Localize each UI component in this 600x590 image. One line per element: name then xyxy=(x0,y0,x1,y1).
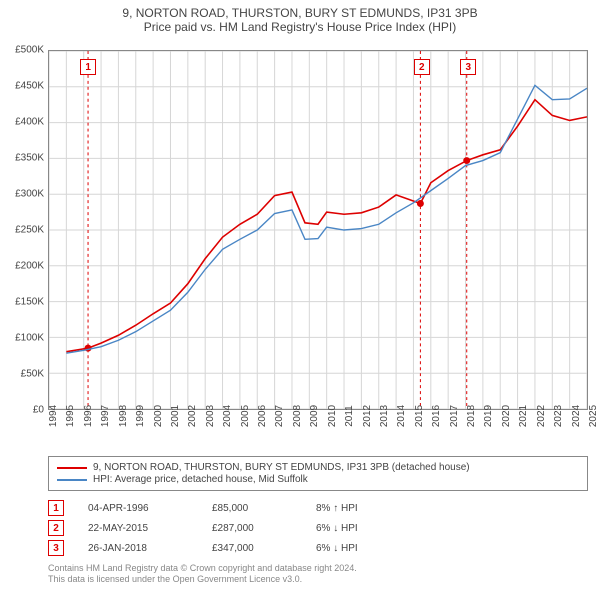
y-tick-label: £350K xyxy=(15,153,44,164)
x-tick-label: 2022 xyxy=(536,405,547,427)
event-price: £347,000 xyxy=(212,543,292,554)
x-tick-label: 2018 xyxy=(466,405,477,427)
x-tick-label: 2016 xyxy=(431,405,442,427)
event-id-box: 1 xyxy=(48,500,64,516)
x-tick-label: 2011 xyxy=(344,405,355,427)
title-subtitle: Price paid vs. HM Land Registry's House … xyxy=(0,20,600,34)
x-tick-label: 2017 xyxy=(449,405,460,427)
event-id-box: 3 xyxy=(48,540,64,556)
y-tick-label: £150K xyxy=(15,297,44,308)
x-tick-label: 2005 xyxy=(240,405,251,427)
plot-area: 1 2 3 xyxy=(48,50,588,410)
x-tick-label: 2002 xyxy=(187,405,198,427)
attribution-line2: This data is licensed under the Open Gov… xyxy=(48,574,302,584)
x-tick-label: 2009 xyxy=(309,405,320,427)
event-marker-box: 3 xyxy=(460,59,476,75)
x-axis-labels: 1994199519961997199819992000200120022003… xyxy=(48,412,588,452)
event-id-box: 2 xyxy=(48,520,64,536)
x-tick-label: 2000 xyxy=(153,405,164,427)
y-tick-label: £300K xyxy=(15,189,44,200)
y-tick-label: £250K xyxy=(15,225,44,236)
y-tick-label: £100K xyxy=(15,333,44,344)
events-table: 1 04-APR-1996 £85,000 8% ↑ HPI 2 22-MAY-2015 £… xyxy=(48,496,588,560)
x-tick-label: 2014 xyxy=(396,405,407,427)
title-main: 9, NORTON ROAD, THURSTON, BURY ST EDMUND… xyxy=(0,6,600,20)
x-tick-label: 1995 xyxy=(65,405,76,427)
event-date: 26-JAN-2018 xyxy=(88,543,188,554)
x-tick-label: 2006 xyxy=(257,405,268,427)
event-marker-box: 2 xyxy=(414,59,430,75)
y-tick-label: £400K xyxy=(15,117,44,128)
x-tick-label: 2019 xyxy=(483,405,494,427)
x-tick-label: 2023 xyxy=(553,405,564,427)
legend: 9, NORTON ROAD, THURSTON, BURY ST EDMUND… xyxy=(48,456,588,491)
event-delta: 6% ↓ HPI xyxy=(316,523,358,534)
event-row: 3 26-JAN-2018 £347,000 6% ↓ HPI xyxy=(48,540,588,556)
event-date: 22-MAY-2015 xyxy=(88,523,188,534)
event-delta: 8% ↑ HPI xyxy=(316,503,358,514)
x-tick-label: 2025 xyxy=(588,405,599,427)
event-row: 2 22-MAY-2015 £287,000 6% ↓ HPI xyxy=(48,520,588,536)
x-tick-label: 2010 xyxy=(327,405,338,427)
x-tick-label: 2003 xyxy=(205,405,216,427)
attribution: Contains HM Land Registry data © Crown c… xyxy=(48,563,357,586)
y-axis-labels: £0£50K£100K£150K£200K£250K£300K£350K£400… xyxy=(0,50,44,410)
event-marker-box: 1 xyxy=(80,59,96,75)
y-tick-label: £0 xyxy=(33,405,44,416)
y-tick-label: £200K xyxy=(15,261,44,272)
x-tick-label: 2008 xyxy=(292,405,303,427)
x-tick-label: 1994 xyxy=(48,405,59,427)
event-price: £85,000 xyxy=(212,503,292,514)
x-tick-label: 2007 xyxy=(274,405,285,427)
y-tick-label: £50K xyxy=(21,369,44,380)
x-tick-label: 2004 xyxy=(222,405,233,427)
x-tick-label: 2015 xyxy=(414,405,425,427)
event-date: 04-APR-1996 xyxy=(88,503,188,514)
legend-row: HPI: Average price, detached house, Mid … xyxy=(57,474,579,485)
event-row: 1 04-APR-1996 £85,000 8% ↑ HPI xyxy=(48,500,588,516)
attribution-line1: Contains HM Land Registry data © Crown c… xyxy=(48,563,357,573)
legend-label: HPI: Average price, detached house, Mid … xyxy=(93,474,308,485)
title-block: 9, NORTON ROAD, THURSTON, BURY ST EDMUND… xyxy=(0,0,600,34)
x-tick-label: 2001 xyxy=(170,405,181,427)
x-tick-label: 2021 xyxy=(518,405,529,427)
x-tick-label: 1996 xyxy=(83,405,94,427)
legend-label: 9, NORTON ROAD, THURSTON, BURY ST EDMUND… xyxy=(93,462,470,473)
x-tick-label: 2012 xyxy=(362,405,373,427)
legend-row: 9, NORTON ROAD, THURSTON, BURY ST EDMUND… xyxy=(57,462,579,473)
plot-svg xyxy=(49,51,587,409)
x-tick-label: 1998 xyxy=(118,405,129,427)
x-tick-label: 2013 xyxy=(379,405,390,427)
x-tick-label: 2024 xyxy=(571,405,582,427)
legend-swatch xyxy=(57,467,87,469)
event-price: £287,000 xyxy=(212,523,292,534)
x-tick-label: 1999 xyxy=(135,405,146,427)
event-delta: 6% ↓ HPI xyxy=(316,543,358,554)
chart-container: 9, NORTON ROAD, THURSTON, BURY ST EDMUND… xyxy=(0,0,600,590)
x-tick-label: 1997 xyxy=(100,405,111,427)
x-tick-label: 2020 xyxy=(501,405,512,427)
y-tick-label: £500K xyxy=(15,45,44,56)
y-tick-label: £450K xyxy=(15,81,44,92)
legend-swatch xyxy=(57,479,87,481)
